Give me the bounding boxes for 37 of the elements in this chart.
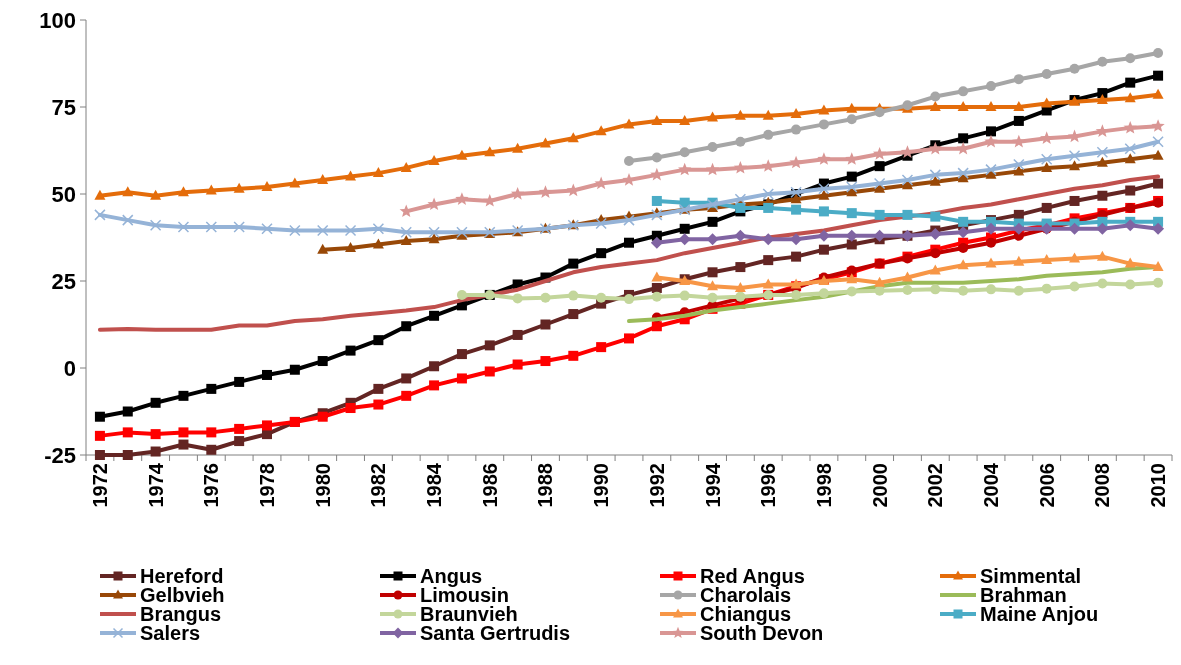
legend-label: Brangus [140, 603, 222, 625]
y-tick-label: -25 [44, 442, 76, 468]
y-tick-label: 100 [39, 7, 76, 33]
x-tick-label: 1992 [645, 463, 668, 508]
x-tick-label: 1980 [311, 463, 334, 508]
x-tick-label: 1988 [534, 463, 557, 508]
x-tick-label: 2008 [1091, 463, 1114, 508]
x-tick-label: 1974 [144, 462, 167, 508]
y-tick-label: 0 [63, 355, 76, 381]
legend-label: Red Angus [700, 565, 805, 587]
x-tick-label: 2004 [980, 462, 1002, 508]
x-tick-label: 2000 [868, 463, 891, 508]
x-tick-label: 1990 [590, 463, 613, 508]
legend-label: Chiangus [700, 603, 792, 625]
legend-label: Hereford [140, 565, 224, 587]
legend-label: Simmental [980, 565, 1082, 587]
x-tick-label: 1986 [478, 463, 501, 508]
legend-label: Brahman [980, 584, 1067, 606]
x-tick-label: 1998 [812, 463, 835, 508]
x-tick-label: 1994 [701, 462, 724, 508]
y-tick-label: 25 [51, 268, 76, 294]
x-tick-label: 2006 [1035, 463, 1058, 508]
x-tick-label: 1976 [200, 463, 223, 508]
legend-label: Gelbvieh [140, 584, 225, 606]
legend-label: Santa Gertrudis [420, 622, 571, 644]
x-tick-label: 1972 [88, 463, 111, 508]
legend-label: Braunvieh [420, 603, 518, 625]
y-tick-label: 50 [51, 181, 76, 207]
x-tick-label: 1982 [367, 463, 390, 508]
y-tick-label: 75 [51, 94, 76, 120]
x-tick-label: 1996 [757, 463, 780, 508]
x-tick-label: 1984 [423, 462, 446, 508]
x-tick-label: 1978 [256, 463, 278, 508]
x-tick-label: 2002 [924, 463, 947, 508]
legend-label: Maine Anjou [980, 603, 1099, 625]
legend-label: Angus [420, 565, 483, 587]
x-tick-label: 2010 [1147, 463, 1170, 508]
